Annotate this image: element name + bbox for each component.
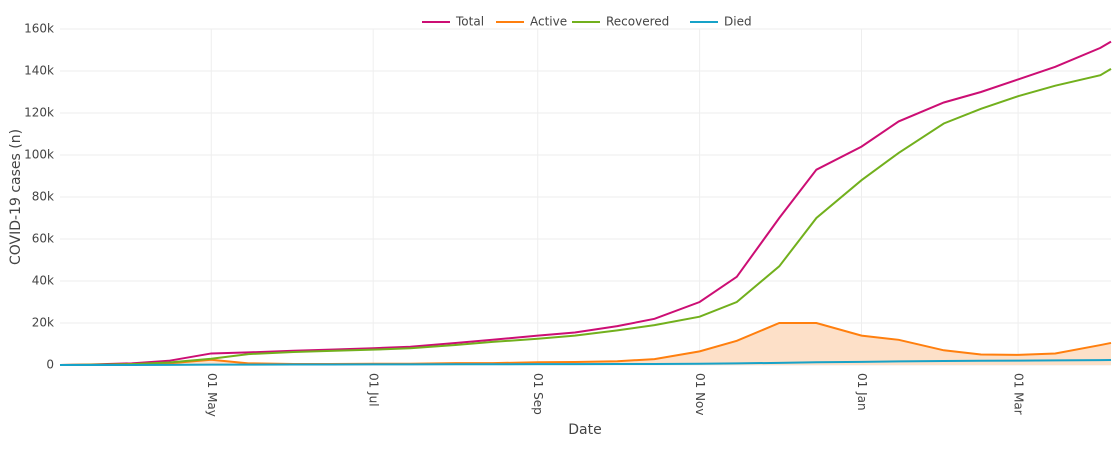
y-tick-label: 20k [32, 316, 54, 330]
legend-item: Total [422, 15, 484, 29]
y-tick-label: 120k [24, 106, 54, 120]
legend-label: Active [530, 15, 567, 29]
legend-label: Died [724, 15, 752, 29]
legend-label: Total [455, 15, 484, 29]
series-line [59, 40, 1112, 366]
series-line [59, 322, 1112, 366]
x-tick-label: 01 Mar [1012, 373, 1026, 415]
y-tick-label: 100k [24, 148, 54, 162]
legend-item: Recovered [572, 15, 669, 29]
legend-item: Died [690, 15, 752, 29]
x-tick-label: 01 Nov [693, 373, 707, 416]
x-tick-label: 01 May [205, 373, 219, 417]
legend-item: Active [496, 15, 567, 29]
y-tick-label: 40k [32, 274, 54, 288]
series-line [60, 358, 1112, 366]
x-axis-title: Date [568, 422, 601, 438]
y-tick-label: 80k [32, 190, 54, 204]
y-tick-label: 60k [32, 232, 54, 246]
series-line [59, 68, 1112, 366]
series-area [60, 323, 1111, 365]
x-tick-label: 01 Jan [855, 373, 869, 411]
y-axis-title: COVID-19 cases (n) [8, 129, 24, 265]
y-tick-label: 160k [24, 22, 54, 36]
x-tick-label: 01 Jul [367, 373, 381, 407]
y-tick-label: 0 [46, 358, 54, 372]
x-tick-label: 01 Sep [531, 373, 545, 415]
legend-label: Recovered [606, 15, 669, 29]
y-tick-label: 140k [24, 64, 54, 78]
